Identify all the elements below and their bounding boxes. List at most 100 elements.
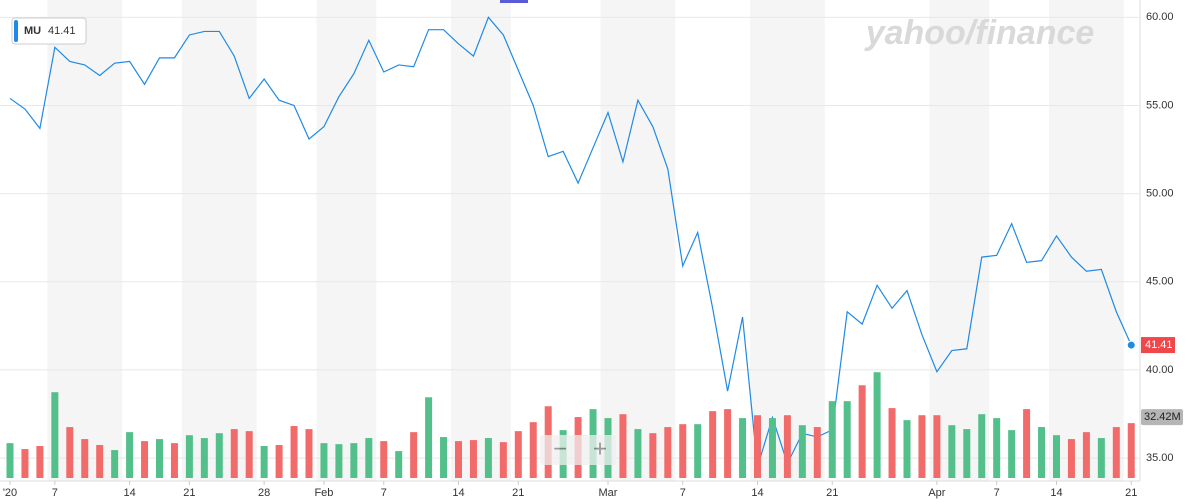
range-indicator [500,0,528,3]
y-tick-label: 55.00 [1146,99,1174,111]
zoom-out[interactable]: − [553,435,567,462]
x-tick-label: 14 [452,487,464,499]
volume-bar [903,420,911,478]
volume-bar [619,414,627,478]
volume-bar [305,429,313,478]
x-tick-label: 21 [512,487,524,499]
volume-bar [664,427,672,478]
volume-bar [948,425,956,478]
x-tick-label: 21 [183,487,195,499]
x-tick-label: 7 [680,487,686,499]
x-tick-label: 7 [994,487,1000,499]
volume-bar [365,438,373,478]
zoom-controls[interactable]: − + [540,435,616,465]
volume-bar [215,433,223,478]
volume-bar [484,438,492,478]
volume-bar [1038,427,1046,478]
volume-bar [709,411,717,478]
volume-bar [111,450,119,478]
volume-bar [51,392,59,478]
zoom-in[interactable]: + [593,435,607,462]
volume-bar [440,437,448,478]
volume-bar [469,440,477,478]
volume-bar [858,385,866,478]
background [0,0,1141,485]
x-tick-label: 7 [52,487,58,499]
volume-bar [649,433,657,478]
x-tick-label: 21 [1125,487,1137,499]
zoom-box [540,435,616,465]
volume-bar [768,418,776,478]
x-tick-label: 28 [258,487,270,499]
volume-bar [529,422,537,478]
volume-bar [170,443,178,478]
volume-bar [1097,438,1105,478]
volume-bar [320,443,328,478]
volume-bar [918,415,926,478]
x-tick-label: 21 [826,487,838,499]
volume-bar [275,445,283,478]
volume-bar [230,429,238,478]
week-shade [750,0,825,481]
last-point [1126,340,1136,350]
volume-tag [1141,409,1183,426]
x-tick-label: Feb [314,487,333,499]
x-tick-label: 14 [123,487,135,499]
volume-bar [1008,430,1016,478]
x-tick-label: 14 [1050,487,1062,499]
week-shade [929,0,990,481]
week-shade [316,0,377,481]
volume-bar [156,439,163,478]
y-tick-label: 35.00 [1146,452,1174,464]
y-tick-label: 50.00 [1146,188,1174,200]
volume-bar [395,451,403,478]
volume-bar [828,401,836,478]
volume-tag-label: 32.42M [1144,411,1181,423]
volume-bar [141,441,149,478]
volume-bar [200,438,208,478]
volume-bar [888,408,896,478]
week-shade [451,0,511,481]
week-shade [47,0,123,481]
volume-bar [425,397,433,478]
badge-swatch [14,20,18,42]
volume-bar [350,443,358,478]
volume-bar [380,441,388,478]
volume-bar [410,432,418,478]
volume-bar [798,425,806,478]
volume-bar [634,429,642,478]
volume-bar [1023,409,1031,478]
badge-price: 41.41 [48,25,76,37]
week-shade [181,0,257,481]
x-tick-label: 7 [381,487,387,499]
volume-bar [978,414,986,478]
volume-bar [739,418,747,478]
volume-bar [126,432,134,478]
week-shade [1049,0,1124,481]
volume-bar [66,427,74,478]
volume-bar [813,427,821,478]
volume-bar [96,445,104,478]
volume-bar [843,401,851,478]
x-tick-label: Apr [928,487,945,499]
volume-bar [873,372,881,478]
y-tick-label: 40.00 [1146,364,1174,376]
volume-bar [185,435,193,478]
badge-box [11,17,87,45]
volume-bar [754,415,761,478]
volume-bar [1127,423,1135,478]
price-tag [1141,337,1175,354]
volume-bar [6,443,14,478]
volume-bar [694,424,702,478]
y-tick-label: 60.00 [1146,11,1174,23]
volume-bar [290,426,298,478]
volume-bar [21,449,29,478]
volume-bar [679,424,687,478]
logo: yahoo/finance [864,14,1095,52]
volume-bar [724,409,732,478]
symbol-badge: MU 41.41 [11,17,87,45]
volume-bar [933,415,941,478]
volume-bar [455,441,462,478]
volume-bar [260,446,268,478]
